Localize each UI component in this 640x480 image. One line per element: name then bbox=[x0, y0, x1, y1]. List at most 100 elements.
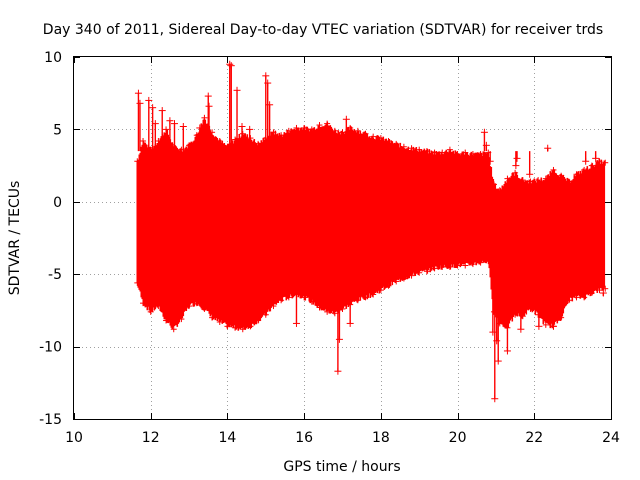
envelope-plus-marker bbox=[209, 129, 216, 136]
envelope-plus-marker bbox=[324, 120, 331, 127]
outlier-point bbox=[549, 295, 557, 330]
envelope-plus-marker bbox=[239, 130, 246, 137]
envelope-plus-marker bbox=[170, 326, 177, 333]
envelope-plus-marker bbox=[496, 187, 503, 194]
envelope-plus-marker bbox=[247, 135, 254, 142]
envelope-plus-marker bbox=[581, 294, 588, 301]
envelope-plus-marker bbox=[270, 303, 277, 310]
envelope-plus-marker bbox=[193, 300, 200, 307]
envelope-plus-marker bbox=[301, 124, 308, 131]
x-tick-label: 22 bbox=[525, 430, 543, 446]
outlier-point bbox=[227, 62, 235, 152]
envelope-plus-marker bbox=[416, 269, 423, 276]
x-tick-label: 24 bbox=[602, 430, 620, 446]
envelope-plus-marker bbox=[377, 287, 384, 294]
envelope-plus-marker bbox=[278, 132, 285, 139]
y-tick-label: -10 bbox=[39, 340, 62, 356]
envelope-plus-marker bbox=[512, 311, 519, 318]
outlier-point bbox=[233, 86, 241, 152]
envelope-plus-marker bbox=[140, 300, 147, 307]
envelope-plus-marker bbox=[602, 159, 609, 166]
envelope-plus-marker bbox=[512, 169, 519, 176]
envelope-plus-marker bbox=[558, 172, 565, 179]
envelope-plus-marker bbox=[377, 135, 384, 142]
envelope-plus-marker bbox=[535, 177, 542, 184]
envelope-plus-marker bbox=[423, 148, 430, 155]
envelope-plus-marker bbox=[163, 126, 170, 133]
envelope-plus-marker bbox=[155, 303, 162, 310]
envelope-plus-marker bbox=[581, 166, 588, 173]
envelope-plus-marker bbox=[201, 114, 208, 121]
ticks bbox=[74, 57, 612, 420]
outlier-point bbox=[535, 295, 543, 330]
outlier-point bbox=[151, 120, 159, 152]
outlier-point bbox=[526, 151, 534, 178]
envelope-plus-marker bbox=[519, 177, 526, 184]
envelope-plus-marker bbox=[140, 137, 147, 144]
envelope-plus-marker bbox=[400, 143, 407, 150]
envelope-plus-marker bbox=[278, 297, 285, 304]
envelope-plus-marker bbox=[535, 311, 542, 318]
outlier-point bbox=[170, 120, 178, 152]
envelope-plus-marker bbox=[558, 314, 565, 321]
outlier-point bbox=[493, 295, 501, 345]
envelope-plus-marker bbox=[247, 323, 254, 330]
outlier-point bbox=[264, 79, 272, 152]
x-tick-label: 18 bbox=[372, 430, 390, 446]
envelope-plus-marker bbox=[446, 263, 453, 270]
data-layer bbox=[134, 60, 609, 403]
envelope-plus-marker bbox=[588, 162, 595, 169]
outlier-point bbox=[196, 124, 204, 152]
envelope-plus-marker bbox=[134, 158, 141, 165]
outlier-point bbox=[491, 295, 499, 403]
envelope-plus-marker bbox=[193, 132, 200, 139]
envelope-plus-marker bbox=[527, 178, 534, 185]
envelope-plus-marker bbox=[324, 308, 331, 315]
envelope-plus-marker bbox=[439, 149, 446, 156]
outlier-point bbox=[582, 151, 590, 165]
envelope-plus-marker bbox=[285, 294, 292, 301]
envelope-plus-marker bbox=[462, 262, 469, 269]
envelope-plus-marker bbox=[270, 129, 277, 136]
envelope-plus-marker bbox=[147, 308, 154, 315]
envelope-plus-marker bbox=[408, 145, 415, 152]
outlier-point bbox=[158, 107, 166, 152]
envelope-plus-marker bbox=[370, 291, 377, 298]
outlier-point bbox=[503, 295, 511, 355]
envelope-plus-marker bbox=[201, 305, 208, 312]
outlier-point bbox=[136, 99, 144, 152]
tick-labels: 10 12 14 16 18 20 22 24 -15 -10 -5 0 5 10 bbox=[39, 50, 620, 446]
envelope-plus-marker bbox=[416, 146, 423, 153]
envelope-plus-marker bbox=[565, 297, 572, 304]
envelope-plus-marker bbox=[439, 263, 446, 270]
envelope-plus-marker bbox=[362, 294, 369, 301]
envelope-plus-marker bbox=[301, 294, 308, 301]
envelope-plus-marker bbox=[255, 140, 262, 147]
outlier-point bbox=[179, 123, 187, 152]
envelope-plus-marker bbox=[393, 278, 400, 285]
outlier-point bbox=[544, 144, 552, 152]
envelope-plus-marker bbox=[224, 323, 231, 330]
envelope-plus-marker bbox=[485, 258, 492, 265]
envelope-plus-marker bbox=[354, 127, 361, 134]
envelope-plus-marker bbox=[308, 298, 315, 305]
y-axis-label: SDTVAR / TECUs bbox=[7, 181, 23, 296]
outlier-point bbox=[592, 151, 600, 162]
envelope-plus-marker bbox=[588, 290, 595, 297]
envelope-plus-marker bbox=[446, 146, 453, 153]
envelope-plus-marker bbox=[462, 149, 469, 156]
envelope-plus-marker bbox=[178, 316, 185, 323]
envelope-plus-marker bbox=[469, 151, 476, 158]
envelope-plus-marker bbox=[596, 287, 603, 294]
envelope-plus-marker bbox=[239, 326, 246, 333]
y-tick-label: -5 bbox=[48, 267, 62, 283]
envelope-plus-marker bbox=[385, 137, 392, 144]
envelope-plus-marker bbox=[155, 137, 162, 144]
envelope-plus-marker bbox=[527, 305, 534, 312]
y-tick-label: -15 bbox=[39, 412, 62, 428]
envelope-plus-marker bbox=[469, 261, 476, 268]
envelope-plus-marker bbox=[308, 126, 315, 133]
outlier-point bbox=[335, 295, 343, 343]
outlier-point bbox=[145, 96, 153, 152]
